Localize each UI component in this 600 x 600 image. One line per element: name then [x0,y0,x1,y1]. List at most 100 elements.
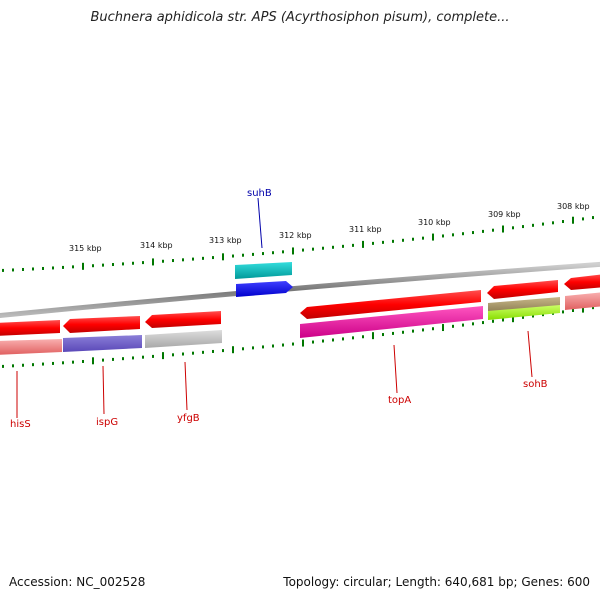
ruler-minor-tick [332,245,334,249]
ruler-minor-tick [342,244,344,248]
genome-backbone [0,261,600,319]
cog-band-yfgB [145,330,222,348]
ruler-minor-tick [312,247,314,251]
ruler-minor-tick [112,263,114,267]
ruler-major-tick [502,225,504,233]
gene-label-yfgB[interactable]: yfgB [177,413,200,424]
gene-arrow-suhB[interactable] [236,281,293,297]
leader-suhB [257,197,263,249]
ruler-minor-tick [182,352,184,356]
ruler-minor-tick [102,358,104,362]
ruler-minor-tick [132,261,134,265]
ruler-minor-tick [362,335,364,339]
ruler-minor-tick [492,228,494,232]
cog-band-ispG [63,335,142,352]
ruler-minor-tick [392,331,394,335]
ruler-major-tick [152,258,154,266]
ruler-minor-tick [302,248,304,252]
ruler-major-tick [292,247,294,255]
ruler-major-tick [512,315,514,323]
ruler-minor-tick [552,221,554,225]
ruler-minor-tick [52,361,54,365]
leader-sohB [527,330,533,378]
ruler-minor-tick [52,266,54,270]
ruler-minor-tick [532,223,534,227]
ruler-minor-tick [472,322,474,326]
ruler-minor-tick [162,259,164,263]
ruler-minor-tick [252,346,254,350]
ruler-minor-tick [252,252,254,256]
ruler-minor-tick [42,362,44,366]
ruler-minor-tick [472,231,474,235]
ruler-minor-tick [452,233,454,237]
gene-arrow-topA[interactable] [300,290,481,319]
ruler-minor-tick [592,216,594,220]
tick-label-310: 310 kbp [418,218,451,227]
ruler-minor-tick [392,239,394,243]
ruler-minor-tick [322,339,324,343]
gene-arrow-ispG[interactable] [63,316,140,333]
ruler-minor-tick [242,347,244,351]
ruler-minor-tick [262,345,264,349]
ruler-minor-tick [72,265,74,269]
ruler-minor-tick [562,220,564,224]
ruler-minor-tick [572,309,574,313]
tick-label-314: 314 kbp [140,241,173,250]
ruler-minor-tick [352,243,354,247]
gene-arrow-next[interactable] [564,274,600,290]
ruler-minor-tick [192,351,194,355]
ruler-minor-tick [222,349,224,353]
leader-topA [393,344,398,394]
gene-label-ispG[interactable]: ispG [96,417,118,428]
ruler-minor-tick [412,237,414,241]
ruler-minor-tick [382,240,384,244]
cog-band-next [565,292,600,310]
gene-label-topA[interactable]: topA [388,395,411,406]
ruler-minor-tick [322,246,324,250]
ruler-minor-tick [82,359,84,363]
tick-label-308: 308 kbp [557,202,590,211]
ruler-minor-tick [522,315,524,319]
ruler-minor-tick [182,258,184,262]
accession-text: Accession: NC_002528 [9,575,146,589]
ruler-minor-tick [372,241,374,245]
ruler-minor-tick [422,328,424,332]
ruler-major-tick [372,332,374,340]
ruler-minor-tick [542,222,544,226]
ruler-minor-tick [142,261,144,265]
ruler-minor-tick [402,330,404,334]
ruler-minor-tick [542,313,544,317]
ruler-minor-tick [562,310,564,314]
ruler-major-tick [222,253,224,261]
leader-yfgB [184,361,188,411]
ruler-minor-tick [462,232,464,236]
ruler-minor-tick [262,252,264,256]
ruler-minor-tick [522,225,524,229]
ruler-minor-tick [192,257,194,261]
tick-label-313: 313 kbp [209,236,242,245]
ruler-minor-tick [42,266,44,270]
ruler-minor-tick [62,265,64,269]
ruler-major-tick [432,233,434,241]
ruler-minor-tick [432,327,434,331]
ruler-minor-tick [122,262,124,266]
ruler-minor-tick [452,324,454,328]
ruler-major-tick [442,324,444,332]
ruler-minor-tick [212,349,214,353]
ruler-minor-tick [412,329,414,333]
ruler-minor-tick [532,314,534,318]
gene-arrow-suhB-cog[interactable] [235,262,292,279]
ruler-minor-tick [152,354,154,358]
gene-arrow-hisS[interactable] [0,320,60,336]
ruler-minor-tick [342,337,344,341]
ruler-major-tick [82,262,84,270]
outer-ruler [2,216,594,272]
ruler-major-tick [92,357,94,365]
gene-label-suhB[interactable]: suhB [247,188,272,199]
gene-label-sohB[interactable]: sohB [523,379,548,390]
genome-summary-text: Topology: circular; Length: 640,681 bp; … [283,575,590,589]
gene-arrow-sohB[interactable] [487,280,558,299]
gene-label-hisS[interactable]: hisS [10,419,31,430]
gene-arrow-yfgB[interactable] [145,311,221,328]
